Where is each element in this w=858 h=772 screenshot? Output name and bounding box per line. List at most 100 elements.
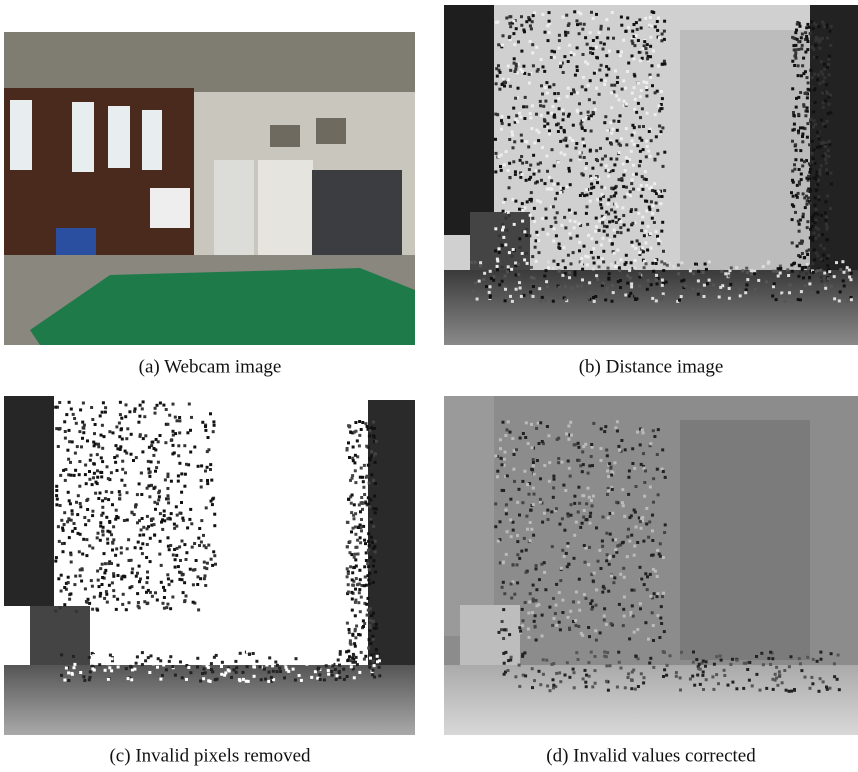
speckle-dot — [629, 292, 632, 295]
speckle-dot — [561, 274, 564, 277]
speckle-dot — [82, 402, 85, 405]
speckle-dot — [813, 119, 816, 122]
speckle-dot — [99, 595, 102, 598]
speckle-dot — [664, 523, 667, 526]
speckle-dot — [368, 544, 371, 547]
speckle-dot — [767, 262, 770, 265]
speckle-dot — [584, 255, 587, 258]
speckle-dot — [816, 291, 819, 294]
speckle-dot — [146, 571, 149, 574]
speckle-dot — [804, 206, 807, 209]
speckle-dot — [507, 116, 510, 119]
speckle-dot — [500, 119, 503, 122]
speckle-dot — [649, 595, 652, 598]
speckle-dot — [145, 581, 148, 584]
speckle-dot — [573, 10, 576, 13]
speckle-dot — [718, 291, 721, 294]
speckle-dot — [543, 571, 546, 574]
speckle-dot — [498, 247, 501, 250]
speckle-dot — [502, 489, 505, 492]
speckle-dot — [552, 267, 555, 270]
speckle-dot — [550, 112, 553, 115]
speckle-dot — [368, 505, 371, 508]
speckle-dot — [798, 657, 801, 660]
speckle-dot — [132, 459, 135, 462]
speckle-dot — [616, 686, 619, 689]
speckle-dot — [172, 430, 175, 433]
speckle-dot — [624, 263, 627, 266]
speckle-dot — [543, 464, 546, 467]
speckle-dot — [58, 540, 61, 543]
speckle-dot — [163, 514, 166, 517]
speckle-dot — [642, 681, 645, 684]
speckle-dot — [522, 619, 525, 622]
speckle-dot — [373, 676, 376, 679]
speckle-dot — [660, 230, 663, 233]
speckle-dot — [578, 222, 581, 225]
speckle-dot — [184, 599, 187, 602]
speckle-dot — [343, 678, 346, 681]
speckle-dot — [594, 177, 597, 180]
speckle-dot — [527, 628, 530, 631]
speckle-dot — [541, 93, 544, 96]
speckle-dot — [496, 475, 499, 478]
speckle-dot — [518, 514, 521, 517]
speckle-dot — [598, 93, 601, 96]
speckle-dot — [367, 597, 370, 600]
speckle-dot — [503, 163, 506, 166]
speckle-dot — [652, 270, 655, 273]
speckle-dot — [656, 20, 659, 23]
speckle-dot — [706, 282, 709, 285]
caption: (d) Invalid values corrected — [546, 745, 756, 766]
speckle-dot — [821, 293, 824, 296]
speckle-dot — [175, 525, 178, 528]
speckle-dot — [512, 198, 515, 201]
speckle-dot — [645, 86, 648, 89]
speckle-dot — [547, 39, 550, 42]
speckle-dot — [601, 221, 604, 224]
speckle-dot — [209, 412, 212, 415]
speckle-dot — [611, 300, 614, 303]
speckle-dot — [613, 194, 616, 197]
speckle-dot — [346, 622, 349, 625]
speckle-dot — [357, 601, 360, 604]
speckle-dot — [657, 493, 660, 496]
speckle-dot — [656, 549, 659, 552]
speckle-dot — [653, 182, 656, 185]
speckle-dot — [338, 671, 341, 674]
speckle-dot — [680, 651, 683, 654]
speckle-dot — [658, 195, 661, 198]
speckle-dot — [610, 208, 613, 211]
speckle-dot — [359, 541, 362, 544]
speckle-dot — [368, 666, 371, 669]
speckle-dot — [181, 676, 184, 679]
speckle-dot — [754, 288, 757, 291]
speckle-dot — [148, 446, 151, 449]
speckle-dot — [645, 200, 648, 203]
speckle-dot — [595, 225, 598, 228]
speckle-dot — [174, 416, 177, 419]
speckle-dot — [692, 661, 695, 664]
speckle-dot — [791, 60, 794, 63]
speckle-dot — [762, 663, 765, 666]
speckle-dot — [195, 559, 198, 562]
speckle-dot — [97, 443, 100, 446]
speckle-dot — [627, 528, 630, 531]
speckle-dot — [563, 55, 566, 58]
speckle-dot — [793, 689, 796, 692]
speckle-dot — [354, 601, 357, 604]
speckle-dot — [359, 578, 362, 581]
speckle-dot — [67, 458, 70, 461]
speckle-dot — [664, 476, 667, 479]
speckle-dot — [535, 427, 538, 430]
speckle-dot — [220, 665, 223, 668]
speckle-dot — [600, 64, 603, 67]
speckle-dot — [117, 574, 120, 577]
speckle-dot — [818, 690, 821, 693]
speckle-dot — [129, 665, 132, 668]
speckle-dot — [567, 425, 570, 428]
speckle-dot — [557, 160, 560, 163]
speckle-dot — [641, 516, 644, 519]
speckle-dot — [526, 528, 529, 531]
speckle-dot — [545, 217, 548, 220]
